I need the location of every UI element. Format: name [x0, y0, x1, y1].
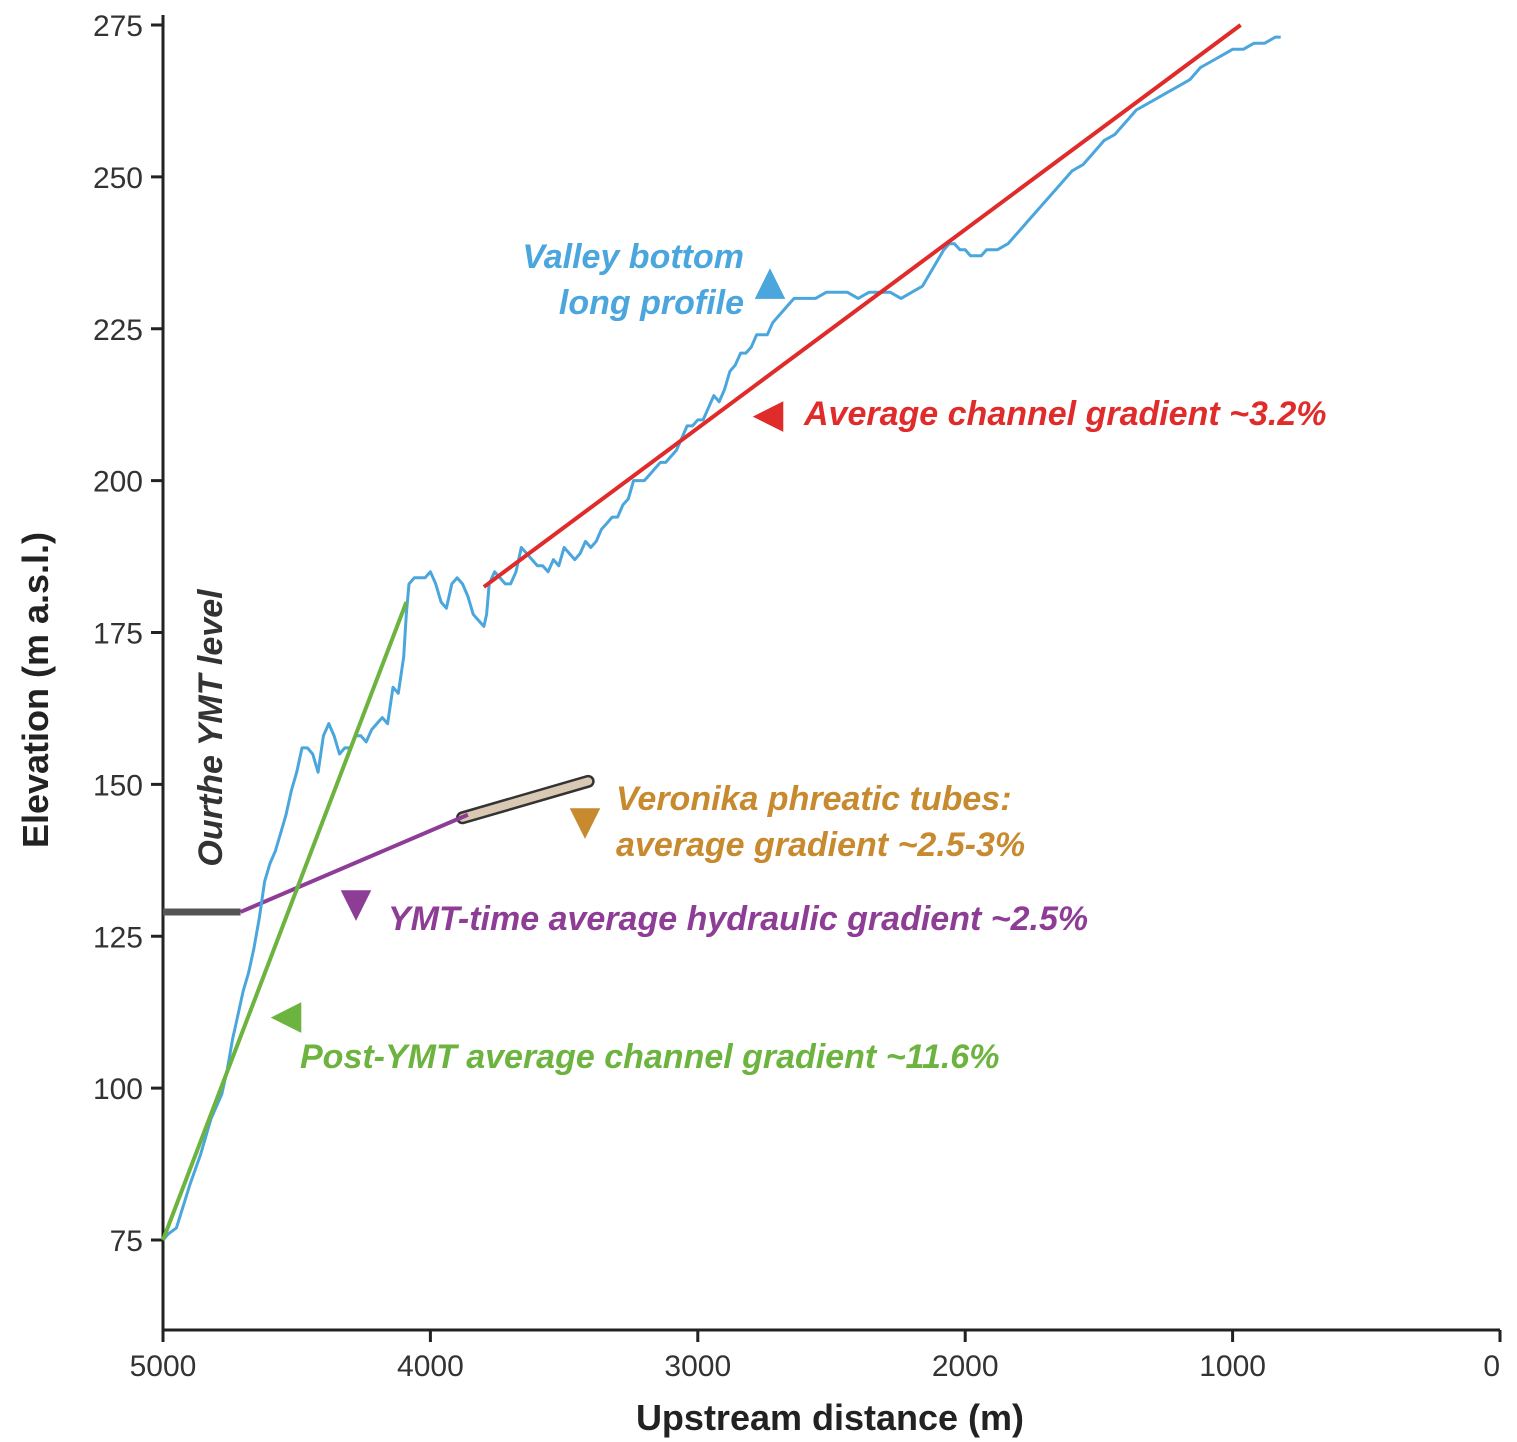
annotation-line: long profile [559, 284, 744, 322]
post-ymt-marker-icon: ◀ [271, 992, 302, 1038]
profile-annotation: Valley bottom long profile [522, 238, 744, 322]
x-tick-label: 2000 [932, 1350, 999, 1383]
veronika-marker-icon: ▼ [570, 798, 601, 844]
profile-marker-icon: ▲ [755, 258, 786, 304]
ymt-hydraulic-gradient-line [239, 812, 469, 914]
average-channel-gradient-line [482, 23, 1242, 589]
annotation-line: Veronika phreatic tubes: [616, 780, 1012, 818]
x-tick-label: 0 [1483, 1350, 1500, 1383]
y-tick-label: 125 [93, 921, 143, 954]
annotation-line: Valley bottom [522, 238, 744, 276]
x-tick-label: 4000 [397, 1350, 464, 1383]
veronika-annotation: Veronika phreatic tubes: average gradient… [616, 780, 1025, 864]
x-axis-title: Upstream distance (m) [636, 1397, 1024, 1438]
y-tick-label: 100 [93, 1073, 143, 1106]
channel-marker-icon: ◀ [753, 391, 784, 437]
x-tick-label: 3000 [664, 1350, 731, 1383]
post-ymt-gradient-line [161, 601, 409, 1241]
valley-bottom-profile-line [161, 35, 1281, 1241]
y-tick-label: 225 [93, 314, 143, 347]
ourthe-ymt-level-annotation: Ourthe YMT level [192, 588, 230, 867]
y-tick-label: 200 [93, 466, 143, 499]
y-tick-label: 250 [93, 162, 143, 195]
annotation-line: Average channel gradient ~3.2% [803, 395, 1326, 433]
annotation-line: Post-YMT average channel gradient ~11.6% [300, 1038, 999, 1076]
hydraulic-marker-icon: ▼ [341, 880, 372, 926]
y-tick-label: 175 [93, 618, 143, 651]
veronika-tube [458, 777, 593, 822]
annotations-layer: Valley bottom long profile ▲ Average channe… [192, 238, 1326, 1076]
y-tick-label: 275 [93, 10, 143, 43]
x-tick-label: 5000 [130, 1350, 197, 1383]
axes: 75 100 125 150 175 200 225 250 275 5000 4000 3000 20… [93, 10, 1502, 1383]
y-tick-label: 150 [93, 769, 143, 802]
annotation-line: YMT-time average hydraulic gradient ~2.5… [388, 900, 1088, 938]
channel-annotation: Average channel gradient ~3.2% [803, 395, 1326, 433]
annotation-line: average gradient ~2.5-3% [616, 826, 1025, 864]
y-tick-label: 75 [110, 1225, 143, 1258]
series-layer [161, 23, 1281, 1241]
hydraulic-annotation: YMT-time average hydraulic gradient ~2.5… [388, 900, 1088, 938]
y-axis-title: Elevation (m a.s.l.) [15, 532, 56, 848]
x-tick-label: 1000 [1199, 1350, 1266, 1383]
post-ymt-annotation: Post-YMT average channel gradient ~11.6% [300, 1038, 999, 1076]
